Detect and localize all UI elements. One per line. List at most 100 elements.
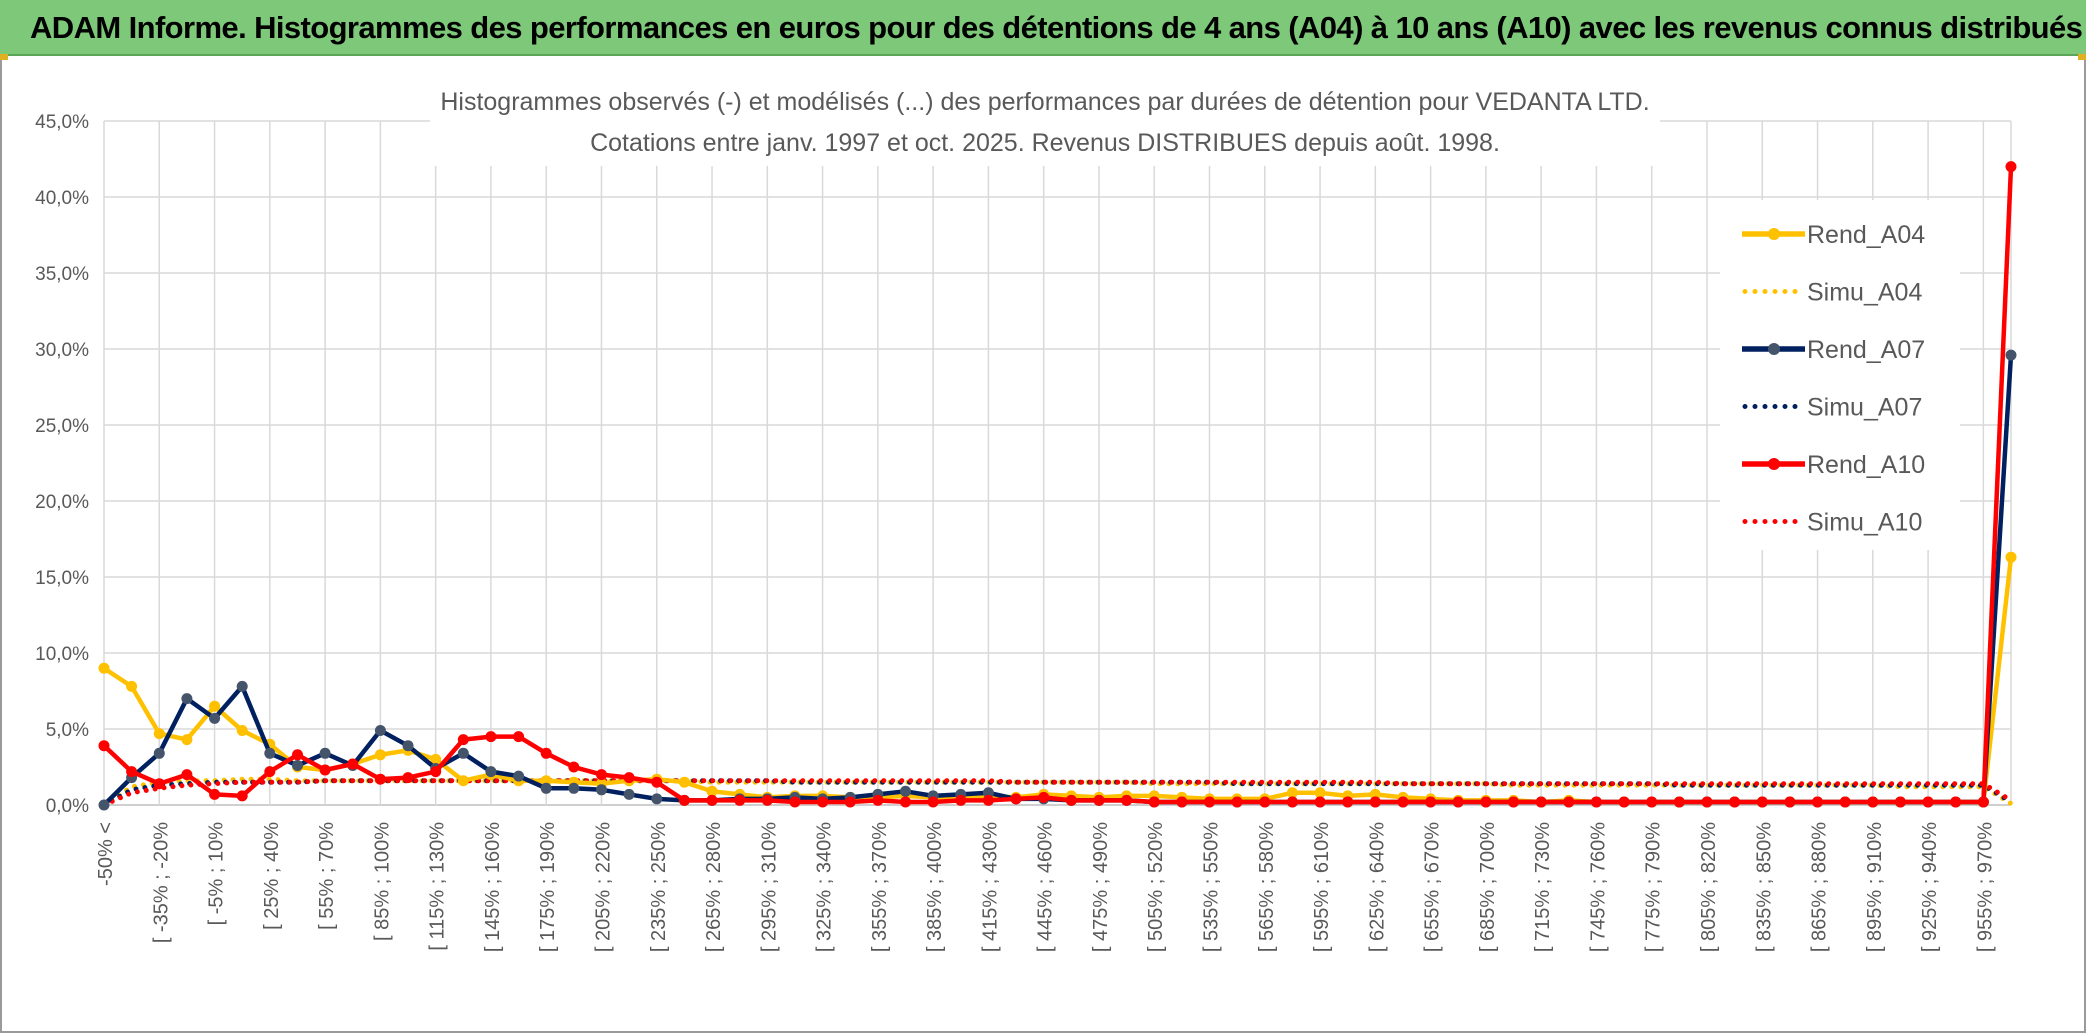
data-point bbox=[678, 794, 690, 806]
data-point bbox=[153, 728, 165, 740]
data-point bbox=[457, 734, 469, 746]
data-point bbox=[678, 776, 690, 788]
data-point bbox=[1480, 796, 1492, 808]
legend-marker-Rend_A04 bbox=[1768, 228, 1780, 240]
data-point bbox=[1314, 796, 1326, 808]
data-point bbox=[1452, 796, 1464, 808]
x-tick-label: [ 685% ; 700% bbox=[1477, 822, 1499, 952]
data-point bbox=[98, 740, 110, 752]
data-point bbox=[264, 747, 276, 759]
data-point bbox=[430, 753, 442, 765]
data-point bbox=[374, 749, 386, 761]
y-tick-label: 45,0% bbox=[35, 112, 89, 133]
data-point bbox=[789, 796, 801, 808]
data-point bbox=[126, 766, 138, 778]
data-point bbox=[596, 784, 607, 796]
series-line-Rend_A04 bbox=[102, 556, 2014, 805]
data-point bbox=[1231, 796, 1243, 808]
data-point bbox=[1038, 791, 1050, 803]
data-point bbox=[1618, 796, 1630, 808]
data-point bbox=[1646, 796, 1658, 808]
x-tick-label: [ 775% ; 790% bbox=[1643, 822, 1665, 952]
data-point bbox=[1010, 793, 1022, 805]
series-line-Rend_A10 bbox=[102, 166, 2014, 805]
data-point bbox=[596, 769, 607, 781]
x-tick-label: [ 805% ; 820% bbox=[1698, 822, 1720, 952]
data-point bbox=[236, 725, 248, 736]
data-point bbox=[651, 776, 663, 788]
data-point bbox=[181, 734, 193, 746]
x-tick-label: [ 85% ; 100% bbox=[371, 822, 393, 941]
data-point bbox=[513, 731, 525, 743]
x-tick-label: [ 55% ; 70% bbox=[316, 822, 338, 930]
data-point bbox=[623, 772, 635, 784]
data-point bbox=[1867, 796, 1879, 808]
data-point bbox=[1950, 796, 1962, 808]
data-point bbox=[153, 747, 165, 759]
data-point bbox=[1204, 796, 1215, 808]
legend-label-Simu_A07: Simu_A07 bbox=[1807, 394, 1922, 422]
x-tick-label: [ 655% ; 670% bbox=[1422, 822, 1444, 952]
title-backdrop bbox=[430, 84, 1660, 166]
data-point bbox=[623, 788, 635, 800]
data-point bbox=[872, 794, 884, 806]
legend-marker-Rend_A10 bbox=[1768, 458, 1780, 470]
data-point bbox=[540, 782, 552, 794]
data-point bbox=[264, 766, 276, 778]
x-axis-ticks: -50% < [ -35% ; -20% [ -5% ; 10% [ 25% ; 40… bbox=[95, 822, 1996, 952]
legend-label-Rend_A07: Rend_A07 bbox=[1807, 336, 1925, 364]
gridlines bbox=[103, 120, 2012, 806]
data-point bbox=[1701, 796, 1713, 808]
data-point bbox=[651, 793, 663, 805]
y-tick-label: 5,0% bbox=[46, 720, 89, 741]
data-point bbox=[734, 794, 746, 806]
data-point bbox=[209, 700, 221, 712]
data-point bbox=[568, 761, 580, 773]
legend: Rend_A04 Simu_A04 Rend_A07 Simu_A07 Rend_A10… bbox=[1742, 221, 1925, 537]
x-tick-label: [ 925% ; 940% bbox=[1919, 822, 1941, 952]
y-tick-label: 35,0% bbox=[35, 264, 89, 285]
data-point bbox=[1839, 796, 1851, 808]
x-tick-label: [ 445% ; 460% bbox=[1035, 822, 1057, 952]
x-tick-label: [ 115% ; 130% bbox=[427, 822, 449, 951]
data-point bbox=[319, 747, 331, 759]
y-tick-label: 10,0% bbox=[35, 644, 89, 665]
x-tick-label: [ 745% ; 760% bbox=[1587, 822, 1609, 952]
data-point bbox=[1425, 796, 1437, 808]
data-point bbox=[98, 662, 110, 674]
data-point bbox=[2005, 551, 2017, 563]
data-point bbox=[1369, 788, 1381, 800]
legend-label-Rend_A10: Rend_A10 bbox=[1807, 451, 1925, 479]
x-tick-label: [ -5% ; 10% bbox=[206, 822, 228, 926]
x-tick-label: [ 355% ; 370% bbox=[869, 822, 891, 952]
data-point bbox=[181, 693, 193, 705]
data-point bbox=[1259, 796, 1271, 808]
x-tick-label: [ 415% ; 430% bbox=[979, 822, 1001, 952]
legend-label-Simu_A10: Simu_A10 bbox=[1807, 509, 1922, 537]
legend-label-Rend_A04: Rend_A04 bbox=[1807, 221, 1925, 249]
data-point bbox=[430, 766, 442, 778]
x-tick-label: [ 565% ; 580% bbox=[1256, 822, 1278, 952]
x-tick-label: [ 475% ; 490% bbox=[1090, 822, 1112, 952]
x-tick-label: -50% < bbox=[95, 822, 117, 886]
x-tick-label: [ 595% ; 610% bbox=[1311, 822, 1333, 952]
data-point bbox=[955, 794, 967, 806]
y-tick-label: 0,0% bbox=[46, 796, 89, 817]
data-point bbox=[706, 785, 718, 797]
chart-subtitle: Cotations entre janv. 1997 et oct. 2025.… bbox=[590, 129, 1500, 157]
y-axis-ticks: 0,0% 5,0% 10,0% 15,0% 20,0% 25,0% 30,0% 35,0% 40… bbox=[35, 112, 89, 817]
x-tick-label: [ 505% ; 520% bbox=[1145, 822, 1167, 952]
data-point bbox=[982, 787, 994, 799]
data-point bbox=[900, 785, 911, 797]
data-point bbox=[457, 775, 469, 787]
data-point bbox=[1977, 796, 1989, 808]
y-tick-label: 20,0% bbox=[35, 492, 89, 513]
data-point bbox=[540, 775, 552, 787]
data-point bbox=[485, 766, 497, 778]
data-point bbox=[1148, 796, 1160, 808]
corner-mark-left bbox=[0, 54, 8, 60]
data-point bbox=[292, 749, 303, 761]
data-point bbox=[126, 680, 138, 692]
data-point bbox=[1286, 787, 1298, 799]
